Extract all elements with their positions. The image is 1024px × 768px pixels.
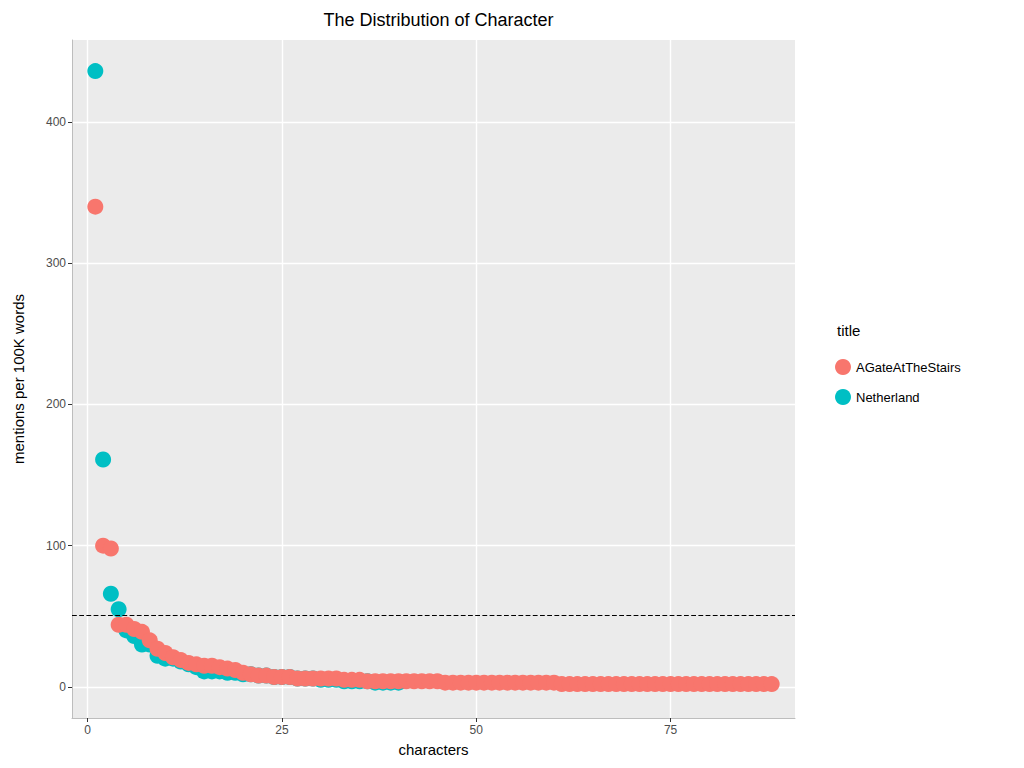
svg-text:50: 50 xyxy=(470,723,484,737)
svg-text:The Distribution of Character: The Distribution of Character xyxy=(323,10,553,30)
svg-text:200: 200 xyxy=(46,397,66,411)
svg-text:mentions per 100K words: mentions per 100K words xyxy=(10,294,27,464)
svg-text:25: 25 xyxy=(275,723,289,737)
svg-text:100: 100 xyxy=(46,539,66,553)
svg-text:300: 300 xyxy=(46,256,66,270)
svg-text:AGateAtTheStairs: AGateAtTheStairs xyxy=(856,360,961,375)
svg-text:title: title xyxy=(837,322,860,339)
svg-text:characters: characters xyxy=(398,741,468,758)
svg-text:400: 400 xyxy=(46,115,66,129)
svg-text:75: 75 xyxy=(664,723,678,737)
svg-text:Netherland: Netherland xyxy=(856,390,920,405)
svg-text:0: 0 xyxy=(84,723,91,737)
svg-text:0: 0 xyxy=(59,680,66,694)
